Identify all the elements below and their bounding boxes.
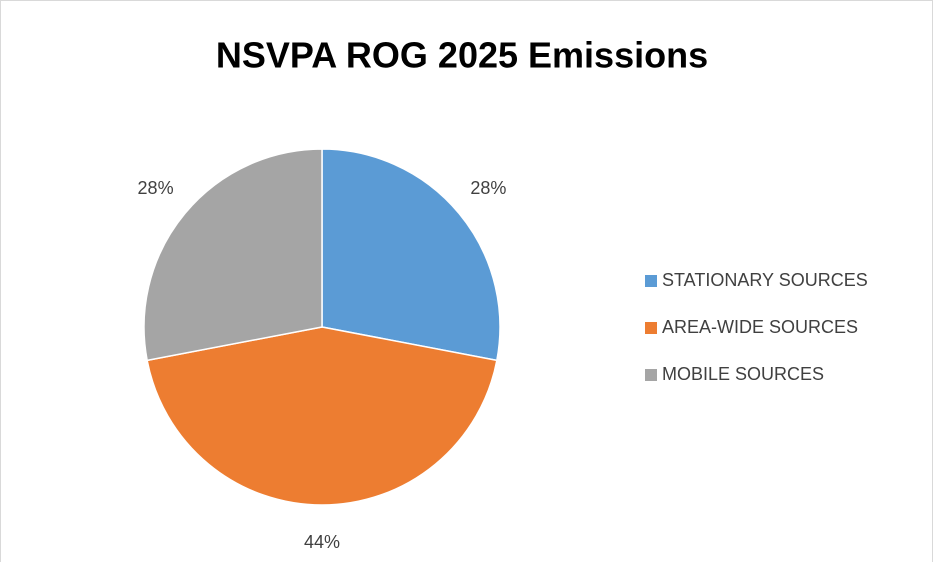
data-label: 28% — [470, 178, 506, 198]
data-label: 44% — [304, 532, 340, 552]
legend-label: MOBILE SOURCES — [662, 364, 824, 384]
legend-swatch — [645, 275, 657, 287]
legend-label: STATIONARY SOURCES — [662, 270, 868, 290]
pie-slice — [321, 148, 501, 362]
pie-slice — [146, 326, 498, 506]
legend-swatch — [645, 369, 657, 381]
legend-swatch — [645, 322, 657, 334]
chart-title: NSVPA ROG 2025 Emissions — [216, 35, 708, 76]
legend-label: AREA-WIDE SOURCES — [662, 317, 858, 337]
pie-slice — [143, 148, 323, 362]
data-label: 28% — [138, 178, 174, 198]
